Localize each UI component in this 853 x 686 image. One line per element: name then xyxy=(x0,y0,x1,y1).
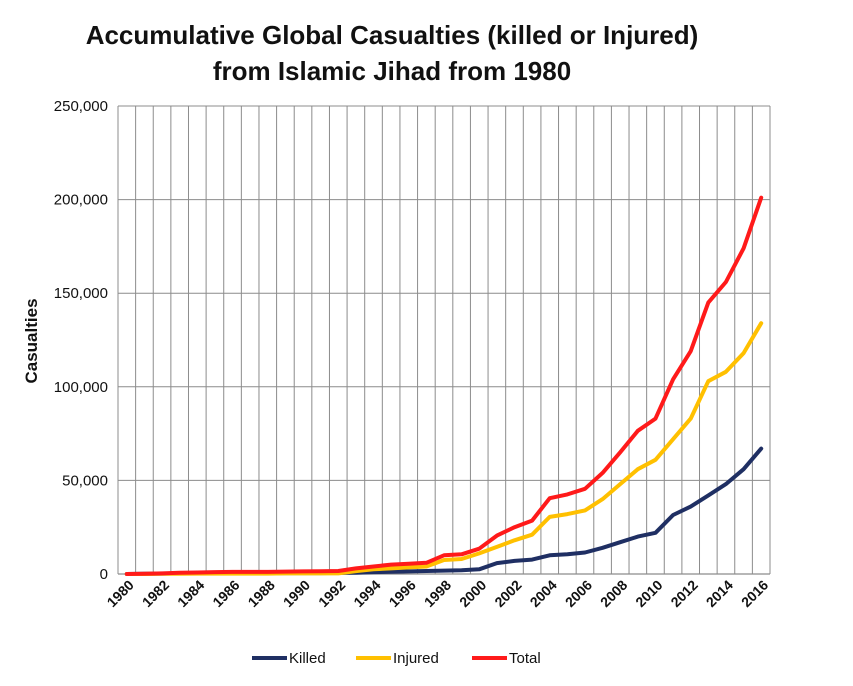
x-tick-label: 1990 xyxy=(280,577,313,610)
series-line-total xyxy=(124,195,764,576)
legend-label-total: Total xyxy=(509,650,541,667)
series-line-injured xyxy=(124,321,764,576)
x-tick-label: 1982 xyxy=(139,577,172,610)
x-tick-label: 1988 xyxy=(245,577,278,610)
y-axis-label: Casualties xyxy=(22,298,41,383)
y-tick-label: 50,000 xyxy=(62,472,108,489)
x-tick-label: 2004 xyxy=(527,577,560,610)
x-tick-label: 1980 xyxy=(104,577,137,610)
x-tick-label: 2016 xyxy=(738,577,771,610)
y-tick-label: 200,000 xyxy=(54,192,108,209)
legend-label-killed: Killed xyxy=(289,650,326,667)
x-tick-label: 2012 xyxy=(667,577,700,610)
y-tick-label: 0 xyxy=(100,566,108,583)
x-tick-label: 2008 xyxy=(597,577,630,610)
x-tick-label: 1984 xyxy=(174,577,207,610)
x-tick-label: 2014 xyxy=(703,577,736,610)
chart-title-line2: from Islamic Jihad from 1980 xyxy=(213,56,571,86)
x-tick-label: 2010 xyxy=(632,577,665,610)
gridlines xyxy=(117,105,771,574)
y-tick-label: 250,000 xyxy=(54,98,108,115)
x-tick-label: 1996 xyxy=(386,577,419,610)
x-tick-label: 1998 xyxy=(421,577,454,610)
x-tick-label: 1992 xyxy=(315,577,348,610)
y-tick-label: 100,000 xyxy=(54,379,108,396)
y-tick-label: 150,000 xyxy=(54,285,108,302)
legend: Killed Injured Total xyxy=(252,650,541,667)
x-tick-label: 1986 xyxy=(209,577,242,610)
x-tick-label: 2002 xyxy=(491,577,524,610)
x-tick-label: 2006 xyxy=(562,577,595,610)
series-lines xyxy=(124,195,764,576)
x-tick-label: 1994 xyxy=(350,577,383,610)
legend-label-injured: Injured xyxy=(393,650,439,667)
x-tick-label: 2000 xyxy=(456,577,489,610)
chart-title-line1: Accumulative Global Casualties (killed o… xyxy=(86,20,699,50)
